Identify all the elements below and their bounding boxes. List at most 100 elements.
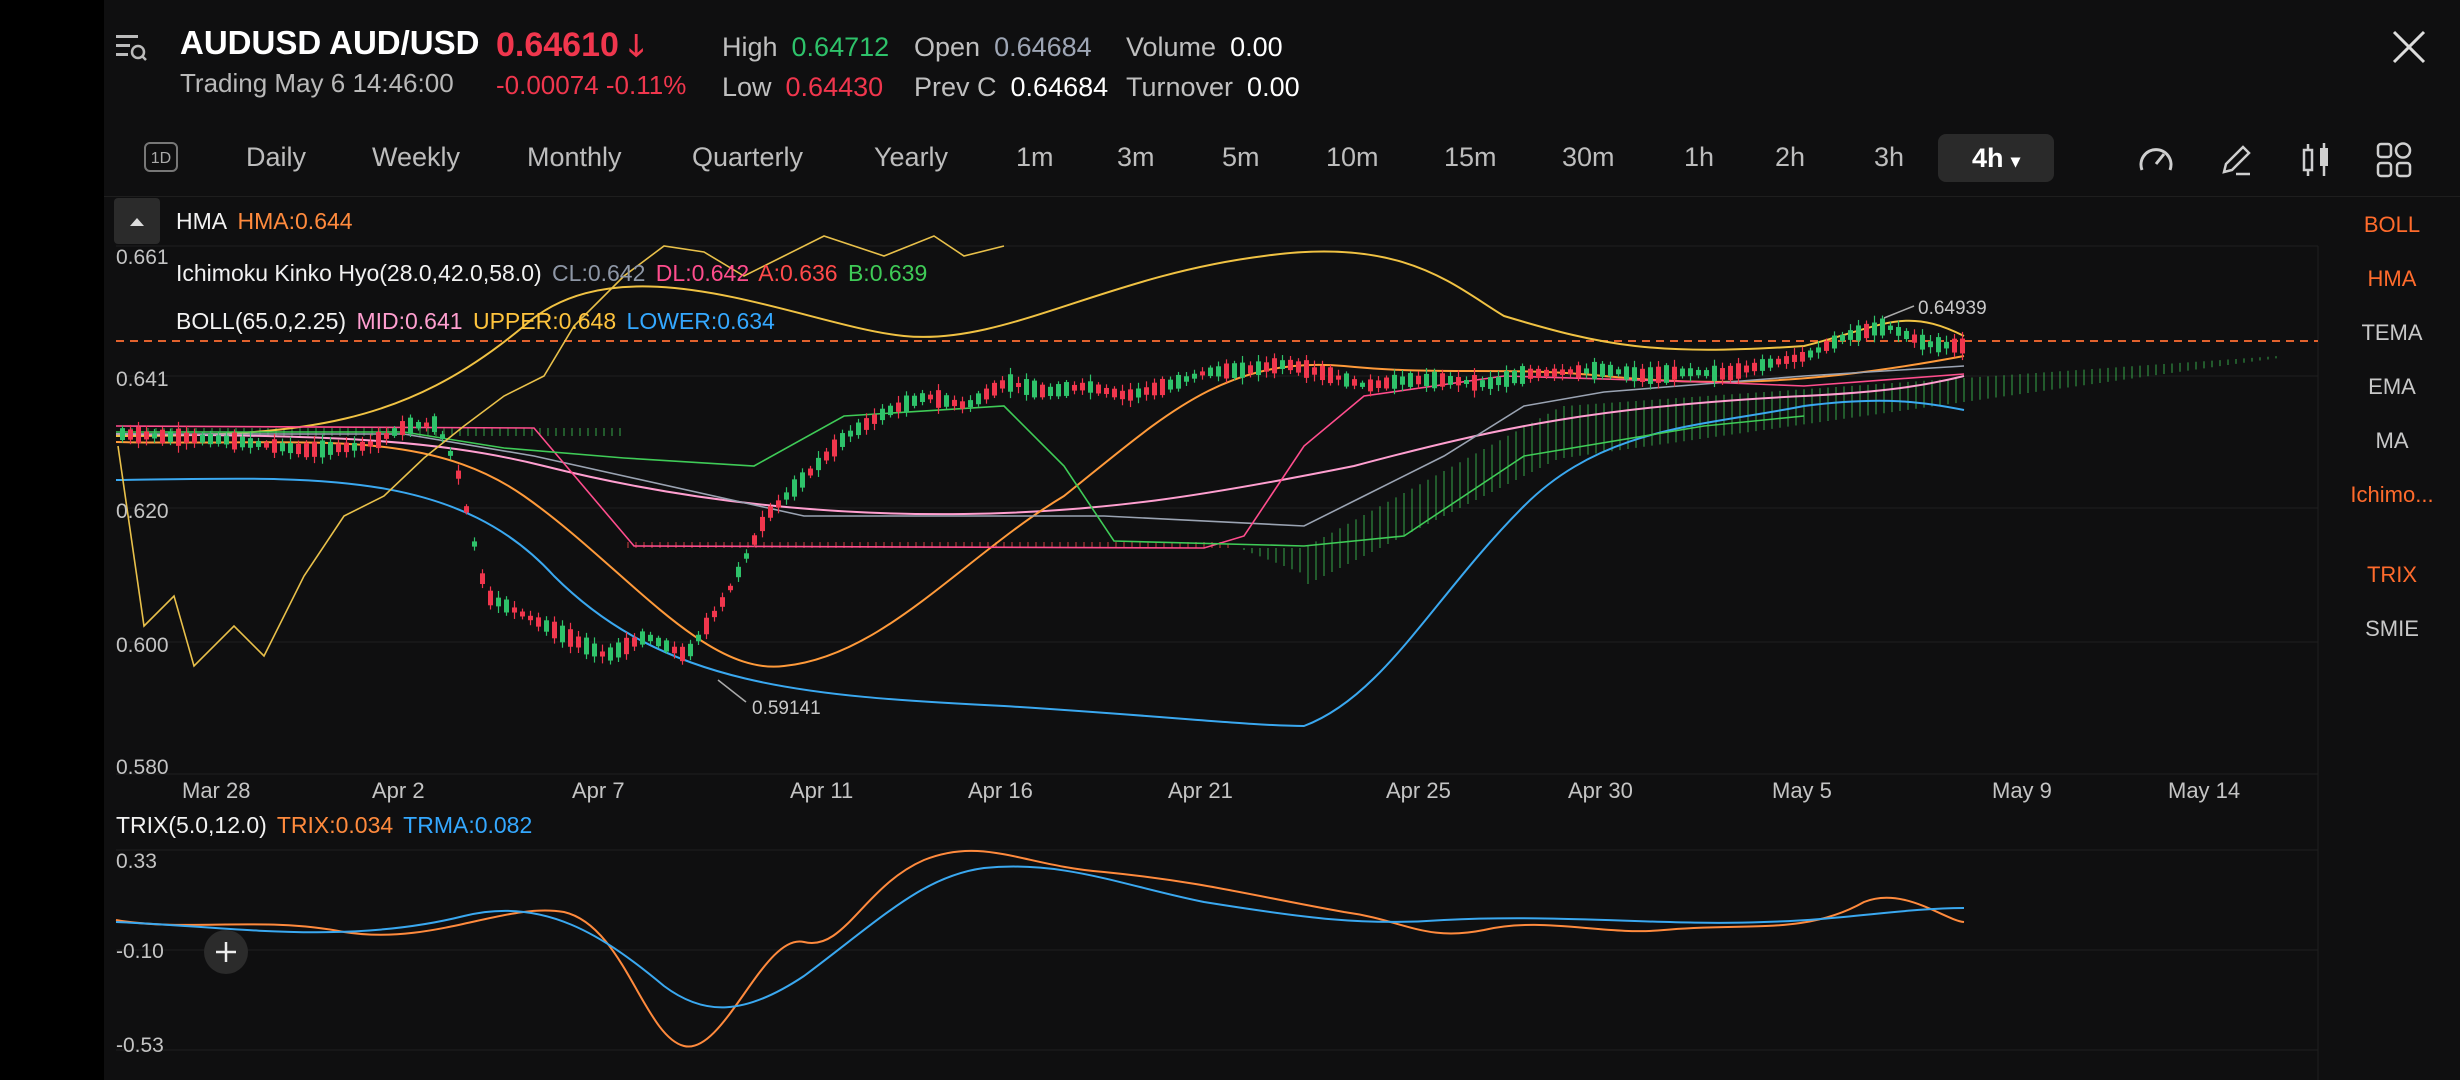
stat-volume-label: Volume — [1126, 32, 1217, 62]
candle-body — [1928, 341, 1933, 348]
tf-10m[interactable]: 10m — [1326, 142, 1379, 172]
candle-body — [176, 428, 181, 446]
price-chart[interactable]: 0.64939 0.59141 — [104, 196, 2324, 1080]
date-axis-label: Apr 2 — [372, 778, 425, 803]
candle-body — [888, 405, 893, 416]
tf-5m[interactable]: 5m — [1222, 142, 1260, 172]
indicator-ichimoku[interactable]: Ichimo... — [2350, 482, 2434, 507]
candle-body — [960, 401, 965, 409]
candle-body — [1016, 382, 1021, 388]
candle-body — [1720, 368, 1725, 380]
indicator-tema[interactable]: TEMA — [2361, 320, 2423, 345]
candle-body — [1600, 363, 1605, 377]
candle-body — [1032, 380, 1037, 398]
candle-body — [1184, 376, 1189, 382]
candle-body — [192, 433, 197, 444]
candle-body — [1808, 350, 1813, 358]
menu-search-icon[interactable] — [114, 30, 148, 64]
candle-body — [712, 610, 717, 618]
candle-body — [1360, 382, 1365, 387]
daily-toggle-icon[interactable]: 1D — [144, 142, 178, 172]
indicator-smie[interactable]: SMIE — [2365, 616, 2419, 641]
candle-body — [264, 442, 269, 448]
candle-body — [1512, 370, 1517, 384]
tf-yearly[interactable]: Yearly — [874, 142, 949, 172]
candle-body — [1136, 388, 1141, 398]
tf-daily[interactable]: Daily — [246, 142, 307, 172]
candle-body — [776, 500, 781, 508]
candle-body — [1504, 371, 1509, 387]
tf-quarterly[interactable]: Quarterly — [692, 142, 804, 172]
candle-body — [1496, 376, 1501, 386]
trma-value: TRMA:0.082 — [403, 812, 533, 838]
candle-body — [1024, 379, 1029, 395]
candle-body — [1872, 322, 1877, 336]
candle-body — [168, 431, 173, 443]
tf-weekly[interactable]: Weekly — [372, 142, 461, 172]
tf-monthly[interactable]: Monthly — [527, 142, 622, 172]
candle-body — [200, 434, 205, 443]
ichimoku-legend: Ichimoku Kinko Hyo(28.0,42.0,58.0) CL:0.… — [176, 260, 931, 287]
candle-body — [224, 435, 229, 445]
pencil-icon[interactable] — [2216, 140, 2256, 180]
candle-body — [1344, 373, 1349, 387]
candle-body — [576, 636, 581, 648]
speedometer-icon[interactable] — [2136, 140, 2176, 180]
candle-body — [624, 637, 629, 655]
candle-body — [608, 647, 613, 661]
tf-4h-active[interactable]: 4h ▾ — [1938, 134, 2054, 182]
stat-low: Low 0.64430 — [722, 72, 883, 103]
grid-layout-icon[interactable] — [2374, 140, 2414, 180]
toolbar-divider — [104, 196, 2460, 197]
candle-body — [216, 435, 221, 444]
indicator-boll[interactable]: BOLL — [2363, 212, 2421, 237]
caret-up-icon — [130, 218, 144, 226]
candle-body — [872, 414, 877, 424]
candle-body — [288, 442, 293, 454]
tf-3m[interactable]: 3m — [1117, 142, 1155, 172]
candle-body — [1464, 379, 1469, 385]
candlestick-type-icon[interactable] — [2296, 140, 2336, 180]
indicator-ma[interactable]: MA — [2375, 428, 2409, 453]
candle-body — [600, 651, 605, 657]
candle-body — [680, 646, 685, 662]
left-edge-bar — [0, 0, 104, 1080]
tf-1m[interactable]: 1m — [1016, 142, 1054, 172]
candle-body — [304, 442, 309, 458]
stat-open: Open 0.64684 — [914, 32, 1092, 63]
candle-body — [976, 393, 981, 405]
candle-body — [1144, 387, 1149, 395]
tf-30m[interactable]: 30m — [1562, 142, 1615, 172]
candle-body — [584, 637, 589, 655]
candle-body — [272, 439, 277, 453]
boll-upper-line — [115, 250, 1965, 437]
indicator-trix[interactable]: TRIX — [2366, 562, 2418, 587]
stat-turnover-label: Turnover — [1126, 72, 1234, 102]
price-axis-label: 0.580 — [116, 756, 169, 779]
hma-legend: HMA HMA:0.644 — [176, 208, 357, 235]
tf-2h[interactable]: 2h — [1775, 142, 1806, 172]
collapse-indicators-button[interactable] — [114, 198, 160, 244]
candle-body — [1208, 367, 1213, 377]
candle-body — [832, 439, 837, 457]
candle-body — [1712, 365, 1717, 382]
tf-3h[interactable]: 3h — [1874, 142, 1905, 172]
candle-body — [472, 541, 477, 547]
stat-volume: Volume 0.00 — [1126, 32, 1283, 63]
candle-body — [1392, 374, 1397, 389]
candle-body — [568, 629, 573, 647]
close-icon[interactable] — [2388, 26, 2430, 68]
candle-body — [1672, 366, 1677, 380]
tf-15m[interactable]: 15m — [1444, 142, 1497, 172]
candle-body — [480, 573, 485, 585]
indicator-hma[interactable]: HMA — [2367, 266, 2417, 291]
tf-1h[interactable]: 1h — [1684, 142, 1715, 172]
candle-body — [1152, 382, 1157, 396]
indicator-ema[interactable]: EMA — [2368, 374, 2416, 399]
candle-body — [1304, 360, 1309, 378]
add-indicator-button[interactable] — [204, 930, 248, 974]
candle-body — [1832, 335, 1837, 349]
trix-axis-label: 0.33 — [116, 850, 157, 873]
candle-body — [1072, 384, 1077, 391]
candle-body — [1336, 375, 1341, 380]
